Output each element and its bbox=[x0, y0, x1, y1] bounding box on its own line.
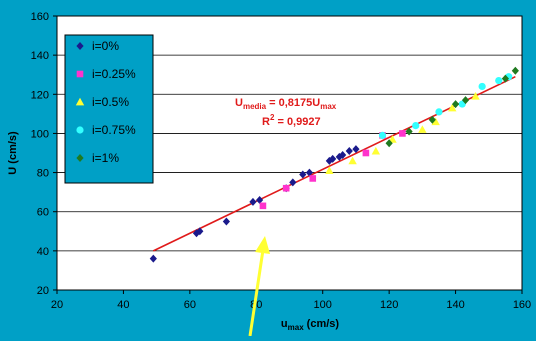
r2-main: R bbox=[262, 116, 270, 128]
eq-main: U bbox=[235, 97, 243, 109]
legend-marker-i-0-25 bbox=[76, 70, 84, 78]
data-point-i-0 bbox=[256, 195, 264, 204]
data-point-i-0-5 bbox=[325, 166, 334, 175]
legend-entry: i=0% bbox=[76, 39, 119, 53]
data-point-i-1 bbox=[501, 74, 509, 83]
data-point-i-0 bbox=[339, 150, 347, 159]
data-point-i-0 bbox=[249, 197, 257, 206]
data-point-i-0-5 bbox=[371, 146, 381, 155]
legend-entry: i=0.25% bbox=[76, 67, 136, 81]
data-point-i-1 bbox=[385, 139, 393, 148]
x-tick-label: 20 bbox=[51, 299, 63, 311]
data-point-i-0-75 bbox=[435, 108, 443, 116]
x-axis-label-main: u bbox=[281, 318, 288, 330]
legend: i=0% i=0.25% i=0.5% i=0.75% i=1% bbox=[64, 34, 154, 184]
data-point-i-0-5 bbox=[418, 125, 427, 133]
data-point-i-0 bbox=[222, 217, 230, 226]
legend-label: i=0.5% bbox=[92, 95, 129, 109]
legend-label: i=1% bbox=[92, 151, 119, 165]
series-i-0-5 bbox=[325, 92, 480, 175]
x-axis-label: umax (cm/s) bbox=[281, 318, 339, 332]
legend-label: i=0% bbox=[92, 39, 119, 53]
data-point-i-0-5 bbox=[348, 156, 357, 165]
data-point-i-0-25 bbox=[399, 130, 406, 137]
legend-marker-i-0-75 bbox=[76, 126, 84, 134]
data-points bbox=[149, 66, 519, 263]
data-point-i-0-25 bbox=[282, 184, 290, 192]
r-squared: R2 = 0,9927 bbox=[262, 113, 321, 128]
y-tick-label: 20 bbox=[37, 285, 49, 297]
y-axis-label: U (cm/s) bbox=[7, 131, 19, 175]
legend-entries: i=0% i=0.25% i=0.5% i=0.75% i=1% bbox=[75, 39, 136, 165]
data-point-i-0-5 bbox=[471, 92, 480, 100]
data-point-i-0 bbox=[305, 168, 314, 177]
eq-mid: = 0,8175U bbox=[266, 97, 320, 109]
data-point-i-0 bbox=[345, 147, 353, 156]
eq-sub-media: media bbox=[243, 102, 267, 111]
r2-tail: = 0,9927 bbox=[274, 116, 320, 128]
yellow-arrow bbox=[248, 236, 270, 337]
data-point-i-0 bbox=[149, 254, 157, 263]
x-tick-label: 160 bbox=[513, 299, 531, 311]
x-tick-label: 60 bbox=[184, 299, 196, 311]
y-tick-label: 80 bbox=[37, 168, 49, 180]
data-point-i-1 bbox=[461, 96, 470, 105]
data-point-i-0 bbox=[196, 227, 204, 236]
legend-entry: i=0.5% bbox=[75, 95, 129, 109]
data-point-i-1 bbox=[511, 66, 519, 75]
eq-sub-max: max bbox=[320, 102, 337, 111]
data-point-i-0-75 bbox=[412, 122, 420, 130]
y-tick-label: 160 bbox=[31, 11, 49, 23]
y-tick-label: 120 bbox=[31, 89, 49, 101]
arrow-head bbox=[255, 236, 270, 254]
x-tick-label: 40 bbox=[117, 299, 129, 311]
legend-marker-i-1 bbox=[76, 154, 84, 162]
x-axis-label-unit: (cm/s) bbox=[307, 318, 340, 330]
data-point-i-0-75 bbox=[378, 131, 387, 139]
data-point-i-0-75 bbox=[478, 82, 486, 91]
y-tick-label: 40 bbox=[37, 246, 49, 258]
regression-annotation: Umedia = 0,8175Umax R2 = 0,9927 bbox=[235, 97, 337, 128]
arrow-shaft bbox=[248, 249, 265, 337]
data-point-i-0-25 bbox=[259, 202, 267, 210]
data-point-i-1 bbox=[451, 100, 460, 109]
legend-label: i=0.25% bbox=[92, 67, 136, 81]
series-i-1 bbox=[385, 66, 519, 148]
y-tick-label: 140 bbox=[31, 50, 49, 62]
x-axis-label-sub: max bbox=[288, 323, 305, 332]
x-tick-label: 100 bbox=[314, 299, 332, 311]
data-point-i-0-25 bbox=[362, 149, 370, 157]
data-point-i-0-5 bbox=[448, 103, 457, 112]
data-point-i-1 bbox=[405, 127, 413, 136]
x-tick-label: 140 bbox=[446, 299, 464, 311]
legend-marker-i-0-5 bbox=[75, 97, 85, 106]
legend-marker-i-0 bbox=[76, 42, 84, 50]
regression-equation: Umedia = 0,8175Umax bbox=[235, 97, 337, 111]
series-i-0-75 bbox=[378, 73, 513, 139]
data-point-i-0 bbox=[299, 170, 307, 179]
x-tick-label: 120 bbox=[380, 299, 398, 311]
data-point-i-0-5 bbox=[431, 117, 440, 126]
legend-label: i=0.75% bbox=[92, 123, 136, 137]
data-point-i-0-25 bbox=[309, 175, 317, 182]
legend-entry: i=1% bbox=[76, 151, 119, 165]
data-point-i-1 bbox=[428, 115, 436, 124]
r2-sup: 2 bbox=[270, 113, 275, 122]
legend-entry: i=0.75% bbox=[76, 123, 136, 137]
y-tick-label: 60 bbox=[37, 207, 49, 219]
data-point-i-0-75 bbox=[495, 76, 503, 85]
y-tick-label: 100 bbox=[31, 128, 49, 140]
data-point-i-0 bbox=[329, 154, 337, 163]
data-point-i-0 bbox=[325, 156, 333, 165]
data-point-i-0 bbox=[352, 145, 360, 154]
data-point-i-0 bbox=[289, 178, 297, 187]
